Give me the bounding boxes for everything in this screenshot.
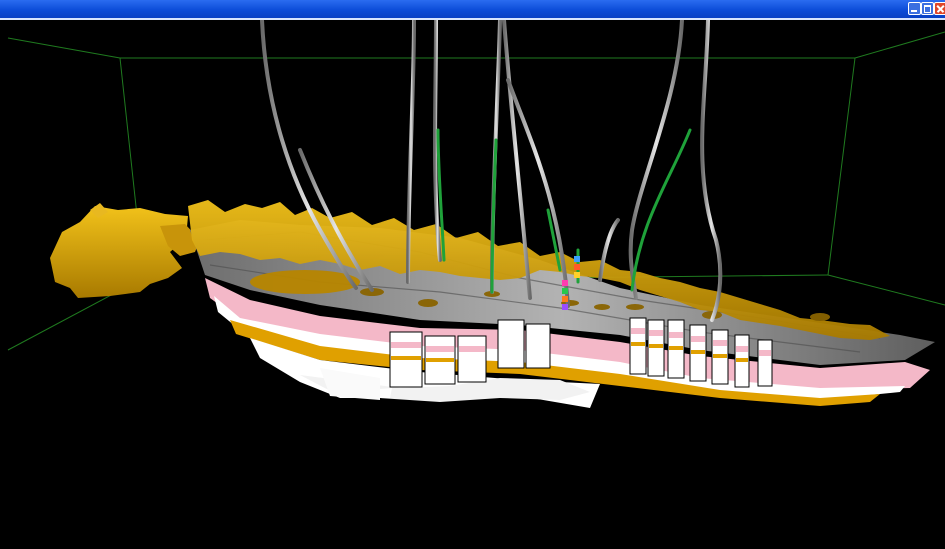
minimize-icon[interactable] <box>908 2 921 15</box>
bounding-box <box>7 31 945 351</box>
colored-log-markers <box>562 256 580 310</box>
reservoir-scene <box>7 20 945 408</box>
close-icon[interactable] <box>934 2 945 15</box>
strata-layers <box>205 278 930 408</box>
3d-viewport[interactable] <box>0 20 945 549</box>
title-bar[interactable] <box>0 0 945 20</box>
well-logs <box>436 128 692 294</box>
maximize-icon[interactable] <box>921 2 934 15</box>
wells <box>260 20 723 322</box>
left-surface <box>50 203 200 298</box>
